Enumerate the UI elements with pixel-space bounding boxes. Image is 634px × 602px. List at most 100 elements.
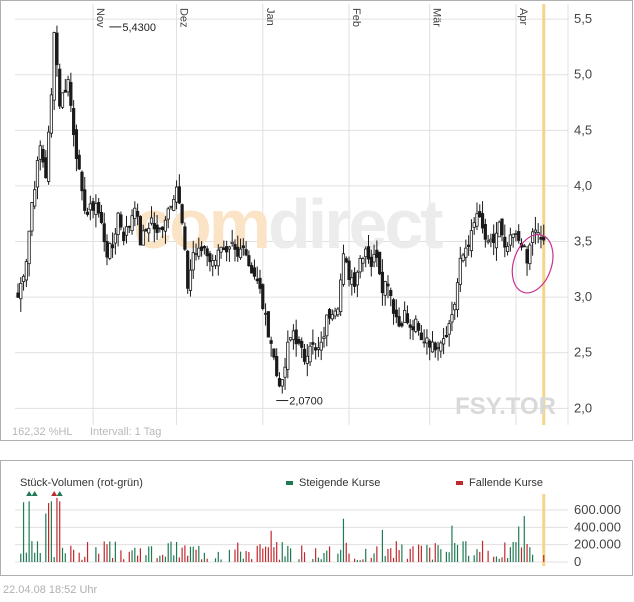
candle [244, 241, 248, 257]
candle [522, 243, 526, 248]
candle [19, 277, 23, 312]
candle-body [52, 32, 56, 101]
candle [286, 330, 290, 379]
candle-body [219, 246, 223, 253]
candle [425, 329, 429, 355]
candle-body [205, 248, 209, 257]
candle [35, 156, 40, 200]
candle [542, 224, 546, 245]
candle-body [339, 279, 343, 312]
candle-body [85, 211, 90, 215]
candle [397, 307, 401, 328]
candle-body [202, 246, 206, 249]
candle-body [497, 221, 501, 238]
candle [60, 92, 65, 109]
candle [294, 319, 298, 357]
candle [46, 125, 51, 185]
candle-body [149, 217, 154, 224]
x-tick-label: Feb [350, 8, 362, 27]
candle-body [155, 224, 159, 233]
candle-body [366, 246, 371, 260]
candle [77, 149, 81, 171]
candle-body [341, 253, 346, 285]
volume-arrow-marker [31, 491, 38, 496]
candle [494, 222, 499, 261]
candle-body [172, 198, 176, 211]
candle-body [250, 265, 254, 274]
candle-body [27, 230, 31, 265]
candle-body [266, 311, 270, 338]
x-tick-label: Mär [431, 8, 443, 27]
candle-body [369, 256, 373, 267]
y-tick-label: 2,5 [574, 345, 592, 360]
candle [124, 215, 129, 244]
candle-body [503, 236, 507, 248]
candle [386, 275, 390, 299]
candle-body [419, 332, 423, 341]
candle-body [197, 247, 201, 257]
candle [49, 88, 53, 138]
candle [197, 237, 201, 260]
candle [163, 216, 168, 244]
candle [283, 357, 287, 390]
candle-body [272, 348, 276, 358]
candle [119, 211, 123, 231]
candle-body [194, 253, 198, 255]
candle [58, 63, 62, 110]
candle [302, 344, 307, 365]
candle-body [380, 271, 385, 294]
candle [500, 218, 504, 242]
candle [122, 227, 126, 246]
candle-body [394, 309, 398, 318]
candle [517, 224, 521, 244]
candle-body [44, 157, 48, 179]
candle [97, 198, 101, 218]
y-tick-label: 5,5 [574, 11, 592, 26]
candle [261, 283, 265, 311]
candle [347, 256, 351, 287]
candle [202, 245, 206, 255]
candle-body [138, 216, 142, 246]
candle-body [261, 284, 265, 309]
candle [480, 201, 485, 234]
candle [52, 31, 56, 111]
candle [308, 341, 312, 367]
candle-body [378, 251, 382, 275]
candle [408, 319, 412, 340]
candle-body [450, 314, 454, 323]
candle-body [436, 346, 440, 349]
candle-body [467, 244, 471, 247]
candle-body [358, 257, 362, 273]
candle [394, 299, 398, 324]
candle-body [539, 237, 543, 240]
candle [405, 305, 410, 325]
candle-body [522, 245, 526, 248]
candle-body [386, 283, 390, 287]
watermark-logo-right: direct [268, 185, 443, 263]
candle-body [74, 129, 79, 159]
candle [419, 325, 423, 341]
candle-body [400, 323, 404, 327]
candle-body [517, 231, 521, 241]
candle [341, 244, 346, 287]
candle-body [216, 249, 220, 267]
candle [458, 246, 462, 293]
legend-down-label: Fallende Kurse [469, 477, 543, 489]
candle-body [180, 204, 184, 224]
candle-body [355, 271, 359, 286]
candle [85, 207, 90, 217]
candle-body [263, 312, 268, 315]
candle [208, 250, 212, 272]
candle-body [97, 202, 101, 214]
candle [272, 348, 276, 361]
volume-y-axis-labels: 600.000 400.000 200.000 0 [574, 502, 621, 569]
candle [280, 379, 284, 394]
candle [141, 224, 145, 246]
candle-body [60, 92, 65, 108]
candle [69, 72, 73, 113]
candle [378, 251, 382, 276]
candle-body [183, 226, 187, 250]
candle [108, 242, 112, 261]
candle-body [428, 340, 432, 348]
candle-body [213, 259, 218, 266]
